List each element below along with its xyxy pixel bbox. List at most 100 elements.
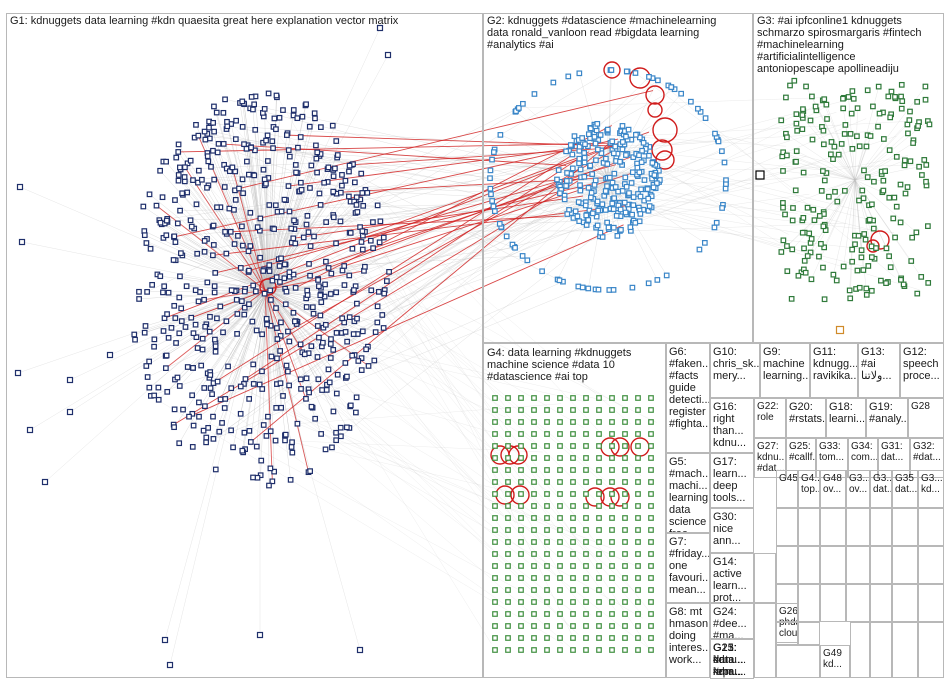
edge <box>267 289 298 424</box>
node-g3 <box>856 197 862 204</box>
node-g2 <box>576 70 583 77</box>
edge <box>147 107 519 293</box>
node-g2 <box>610 150 617 157</box>
node-g3 <box>812 103 819 110</box>
node-g3 <box>788 295 795 302</box>
node-g1 <box>229 164 236 171</box>
node-g1 <box>377 218 384 225</box>
node-g3 <box>847 131 854 137</box>
node-g4 <box>648 587 654 593</box>
node-g1 <box>175 177 182 184</box>
node-g1 <box>193 121 199 128</box>
node-g2 <box>487 185 494 192</box>
group-label-g10: G10: chris_sk... mery... <box>713 346 759 382</box>
node-g1 <box>285 183 292 189</box>
node-g4 <box>557 467 563 473</box>
node-g3 <box>880 136 887 142</box>
node-g1 <box>330 188 337 195</box>
node-g4 <box>570 515 576 521</box>
node-g1 <box>285 147 292 153</box>
group-box-minor <box>918 546 944 584</box>
node-g4 <box>557 539 563 545</box>
node-g4 <box>544 407 550 413</box>
node-g2 <box>591 182 598 188</box>
node-g3 <box>791 77 798 84</box>
edge <box>492 179 609 202</box>
node-g1 <box>299 113 306 120</box>
node-g1 <box>290 107 297 113</box>
node-g1 <box>314 149 321 156</box>
edge <box>223 112 540 509</box>
node-g1 <box>303 395 309 402</box>
group-box-g24 <box>710 603 754 639</box>
node-g1 <box>173 340 179 346</box>
node-g1 <box>349 352 356 359</box>
node-g1 <box>221 405 228 411</box>
edge <box>213 289 269 439</box>
node-g2 <box>610 287 617 293</box>
node-g1 <box>143 363 150 369</box>
node-g3 <box>898 105 905 112</box>
node-g1 <box>174 374 181 381</box>
node-g4 <box>531 395 537 401</box>
edge <box>267 169 334 291</box>
node-g4 <box>557 443 563 449</box>
node-g4 <box>492 587 498 593</box>
group-box-minor <box>846 508 870 546</box>
group-box-g13 <box>858 343 900 398</box>
node-g2 <box>555 167 562 173</box>
node-g3 <box>854 105 861 112</box>
edge <box>204 154 573 253</box>
edge <box>308 232 520 508</box>
node-g1 <box>344 373 350 380</box>
node-g2 <box>579 284 586 291</box>
edge <box>266 324 579 635</box>
node-g4 <box>518 551 524 557</box>
nodes <box>14 24 933 669</box>
group-box-minor <box>820 546 846 584</box>
node-g3 <box>783 94 789 101</box>
edge <box>349 165 642 477</box>
node-g4 <box>570 455 576 461</box>
node-g2 <box>656 177 663 183</box>
node-g4 <box>596 443 602 449</box>
node-g3 <box>854 267 861 274</box>
node-g1 <box>182 324 189 330</box>
node-g2 <box>588 189 595 196</box>
edge <box>854 179 917 233</box>
node-g1 <box>211 283 218 290</box>
node-g1 <box>350 331 357 337</box>
node-g1 <box>183 283 190 290</box>
node-g1 <box>276 263 283 269</box>
node-g4 <box>596 455 602 461</box>
node-g1 <box>211 103 217 110</box>
node-g4 <box>570 575 576 581</box>
node-g4 <box>622 479 628 485</box>
node-g1 <box>164 311 170 317</box>
node-g1 <box>187 217 194 224</box>
node-g1 <box>268 297 274 303</box>
node-g2 <box>582 202 589 209</box>
node-g4 <box>492 575 498 581</box>
edge <box>180 150 570 170</box>
edge <box>854 156 897 181</box>
node-g4 <box>531 623 537 629</box>
node-g4 <box>635 407 641 413</box>
node-g1 <box>146 191 153 198</box>
node-g1 <box>174 220 181 227</box>
group-box-minor <box>820 508 846 546</box>
node-g4 <box>596 527 602 533</box>
self-loop <box>655 150 675 170</box>
node-g4 <box>531 503 537 509</box>
node-g3 <box>820 264 826 271</box>
node-g1 <box>179 190 186 197</box>
group-box-minor <box>870 508 892 546</box>
node-g3 <box>919 172 925 178</box>
node-g1 <box>347 230 354 236</box>
node-g2 <box>712 130 718 137</box>
node-g3 <box>840 263 847 270</box>
edge <box>345 190 606 364</box>
node-g2 <box>604 219 610 226</box>
node-g2 <box>571 133 578 139</box>
edge <box>275 205 623 407</box>
